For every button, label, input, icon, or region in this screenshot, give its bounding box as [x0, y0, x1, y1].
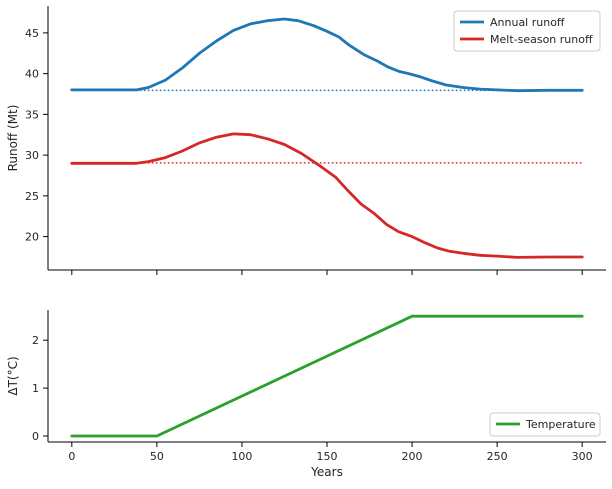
temperature-x-tick-label: 250: [487, 450, 508, 463]
temperature-panel: 0 1 2 0 50 100 150 200 250 300 ΔT(°C) Years Temperat…: [6, 310, 606, 479]
temperature-y-axis-label: ΔT(°C): [6, 356, 20, 395]
runoff-panel: 20 25 30 35 40 45 Runoff (Mt) Annual runoff Melt…: [6, 6, 606, 275]
temperature-x-axis-label: Years: [310, 465, 343, 479]
temperature-y-tick-label: 2: [32, 334, 39, 347]
temperature-line: [70, 314, 584, 438]
temperature-x-tick-label: 150: [317, 450, 338, 463]
temperature-legend: Temperature: [489, 412, 601, 437]
temperature-x-tick-label: 50: [150, 450, 164, 463]
runoff-legend: Annual runoff Melt-season runoff: [453, 10, 601, 52]
temperature-y-tick-label: 1: [32, 382, 39, 395]
runoff-y-tick-label: 45: [25, 27, 39, 40]
melt-season-runoff-legend-label: Melt-season runoff: [490, 33, 593, 46]
runoff-y-tick-label: 30: [25, 149, 39, 162]
runoff-y-tick-label: 35: [25, 108, 39, 121]
runoff-y-tick-label: 20: [25, 231, 39, 244]
temperature-x-tick-label: 200: [402, 450, 423, 463]
temperature-y-tick-label: 0: [32, 430, 39, 443]
runoff-y-tick-label: 25: [25, 190, 39, 203]
temperature-x-tick-label: 300: [572, 450, 593, 463]
temperature-legend-frame: [489, 412, 601, 437]
melt-season-runoff-line: [70, 132, 584, 259]
runoff-y-axis-label: Runoff (Mt): [6, 105, 20, 172]
runoff-legend-frame: [453, 10, 601, 52]
temperature-x-tick-label: 100: [231, 450, 252, 463]
annual-runoff-line: [70, 17, 584, 93]
annual-runoff-legend-label: Annual runoff: [490, 16, 565, 29]
temperature-x-tick-label: 0: [68, 450, 75, 463]
temperature-legend-label: Temperature: [525, 418, 596, 431]
runoff-y-tick-label: 40: [25, 68, 39, 81]
